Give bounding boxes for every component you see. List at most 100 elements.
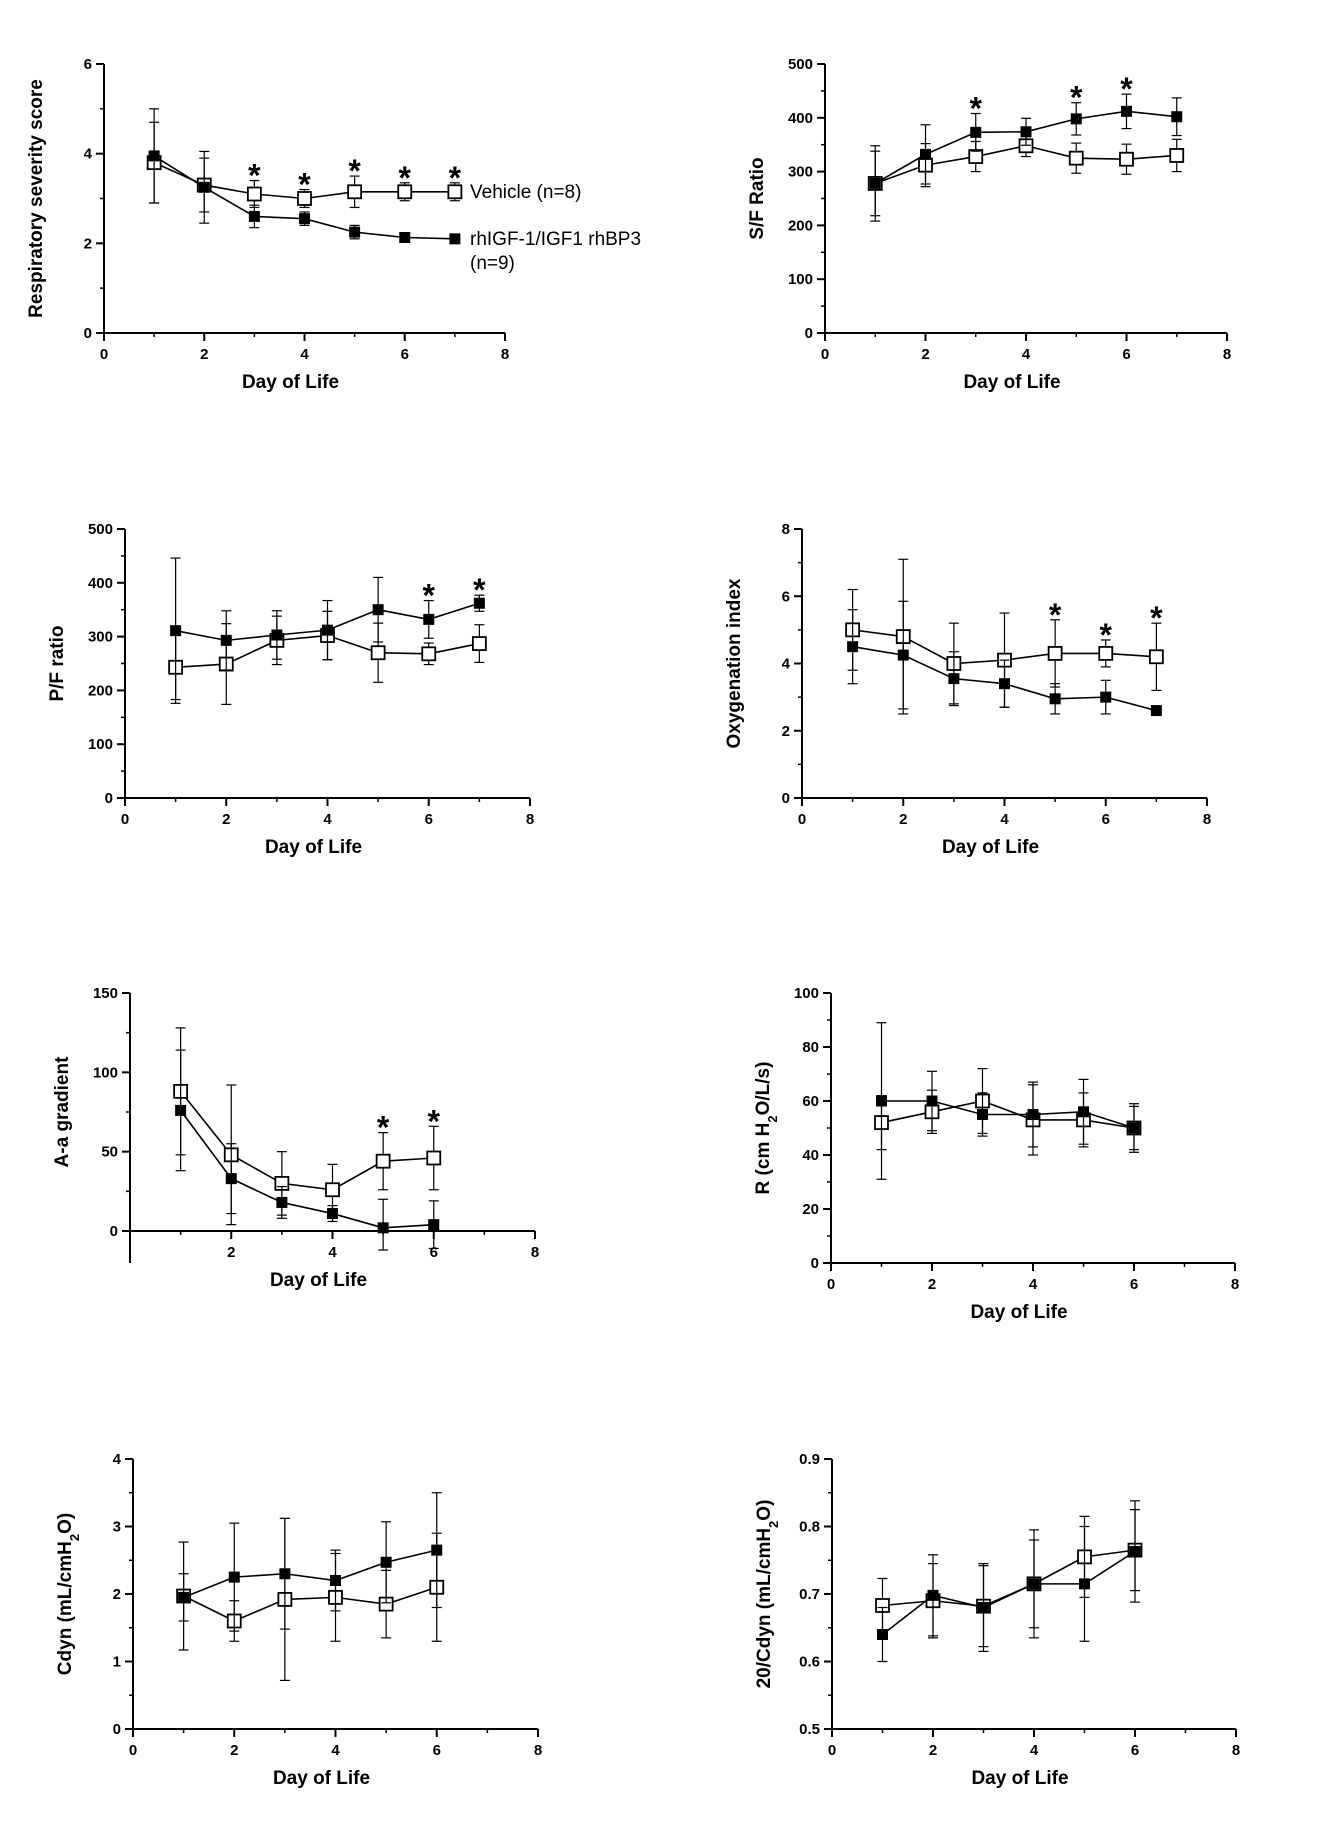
y-tick-label: 20 [802, 1201, 819, 1218]
x-tick-label: 0 [129, 1742, 137, 1759]
x-tick-label: 0 [121, 811, 129, 828]
data-point [426, 1150, 442, 1166]
data-point [299, 213, 310, 225]
x-axis-label: Day of Life [242, 372, 339, 393]
series-line [179, 1090, 434, 1191]
data-point [473, 597, 485, 609]
x-tick-label: 6 [430, 1244, 438, 1261]
chart-panel-3: 0 100 200 300 400 500 0 2 4 6 8 Day of Life P/F rati… [47, 521, 534, 858]
data-point [170, 625, 182, 637]
significance-star: * [970, 90, 983, 126]
y-tick-label: 6 [84, 56, 92, 73]
data-point [897, 649, 909, 661]
series-line [881, 1100, 1135, 1129]
data-point [968, 149, 984, 164]
treatment-series [148, 108, 461, 245]
x-tick-label: 0 [828, 1742, 836, 1759]
data-point [399, 232, 411, 244]
x-tick-label: 6 [1130, 1276, 1138, 1293]
y-tick-label: 100 [794, 985, 819, 1002]
data-point [198, 181, 210, 193]
data-point [397, 184, 413, 200]
y-tick-label: 200 [788, 217, 813, 234]
x-tick-label: 0 [798, 811, 806, 828]
x-tick-label: 8 [1232, 1742, 1240, 1759]
series-line [882, 1550, 1136, 1636]
data-point [372, 604, 384, 616]
y-tick-label: 500 [788, 56, 813, 73]
y-tick-label: 0 [110, 1223, 118, 1240]
significance-star: * [298, 167, 311, 203]
y-tick-label: 100 [88, 736, 113, 753]
data-point [1128, 1122, 1140, 1134]
y-axis-label: Cdyn (mL/cmH2O) [55, 1513, 82, 1675]
data-point [1148, 649, 1164, 665]
data-point [347, 184, 363, 200]
y-tick-label: 0 [113, 1721, 121, 1738]
x-tick-label: 8 [501, 346, 509, 363]
y-tick-label: 400 [88, 575, 113, 592]
y-tick-label: 4 [782, 656, 791, 673]
data-point [1049, 693, 1061, 705]
x-axis-label: Day of Life [971, 1768, 1068, 1789]
x-axis-label: Day of Life [265, 837, 362, 858]
x-tick-label: 0 [100, 346, 108, 363]
data-point [1078, 1106, 1089, 1118]
x-tick-label: 2 [227, 1244, 235, 1261]
legend-label: Vehicle (n=8) [470, 182, 581, 203]
significance-star: * [377, 1110, 390, 1146]
y-tick-label: 0 [805, 325, 813, 342]
treatment-series [869, 93, 1183, 217]
data-point [1098, 646, 1114, 661]
data-point [1027, 1109, 1039, 1120]
data-point [1121, 105, 1132, 117]
data-point [421, 646, 437, 662]
x-axis-label: Day of Life [270, 1270, 367, 1291]
y-tick-label: 2 [84, 235, 92, 252]
data-point [970, 126, 982, 138]
significance-star: * [423, 578, 436, 614]
vehicle-series [874, 1067, 1142, 1156]
series-line [179, 1109, 434, 1229]
y-axis-label: Oxygenation index [724, 578, 745, 748]
y-tick-label: 0 [84, 325, 92, 342]
significance-star: * [1049, 597, 1062, 633]
legend-entry: Vehicle (n=8) [470, 182, 581, 203]
x-tick-label: 6 [425, 811, 433, 828]
y-tick-label: 500 [88, 521, 113, 538]
significance-star: * [428, 1103, 441, 1139]
data-point [1171, 111, 1183, 123]
vehicle-series [875, 1509, 1143, 1648]
legend-label: rhIGF-1/IGF1 rhBP3 [470, 229, 641, 250]
y-tick-label: 8 [782, 521, 790, 538]
data-point [178, 1591, 190, 1603]
chart-panel-4: 0 2 4 6 8 0 2 4 6 8 Day of Life Oxygenation index * *… [724, 521, 1211, 858]
vehicle-series [176, 1517, 445, 1682]
y-tick-label: 150 [93, 985, 118, 1002]
y-tick-label: 3 [113, 1519, 121, 1536]
x-tick-label: 2 [928, 1276, 936, 1293]
y-tick-label: 1 [113, 1654, 121, 1671]
y-axis-label: Respiratory severity score [26, 79, 47, 318]
x-tick-label: 6 [1122, 346, 1130, 363]
y-tick-label: 100 [788, 271, 813, 288]
data-point [1028, 1578, 1040, 1590]
x-axis-label: Day of Life [963, 372, 1060, 393]
x-tick-label: 2 [230, 1742, 238, 1759]
x-tick-label: 2 [899, 811, 907, 828]
legend-label-line2: (n=9) [470, 253, 515, 274]
y-tick-label: 0.5 [799, 1721, 820, 1738]
data-point [471, 636, 487, 651]
data-point [423, 613, 435, 625]
data-point [380, 1556, 392, 1568]
chart-panel-6: 0 20 40 60 80 100 0 2 4 6 8 Day of Life R (cm H2O/L/… [753, 985, 1239, 1323]
chart-panel-5: 0 50 100 150 2 4 6 8 Day of Life A-a gradient * * [52, 985, 539, 1291]
significance-star: * [248, 158, 261, 194]
x-axis-label: Day of Life [970, 1302, 1067, 1323]
y-tick-label: 0.7 [799, 1586, 820, 1603]
treatment-series [876, 1022, 1140, 1180]
y-tick-label: 40 [802, 1147, 819, 1164]
data-point [876, 1095, 887, 1107]
y-tick-label: 100 [93, 1064, 118, 1081]
data-point [325, 1182, 340, 1198]
